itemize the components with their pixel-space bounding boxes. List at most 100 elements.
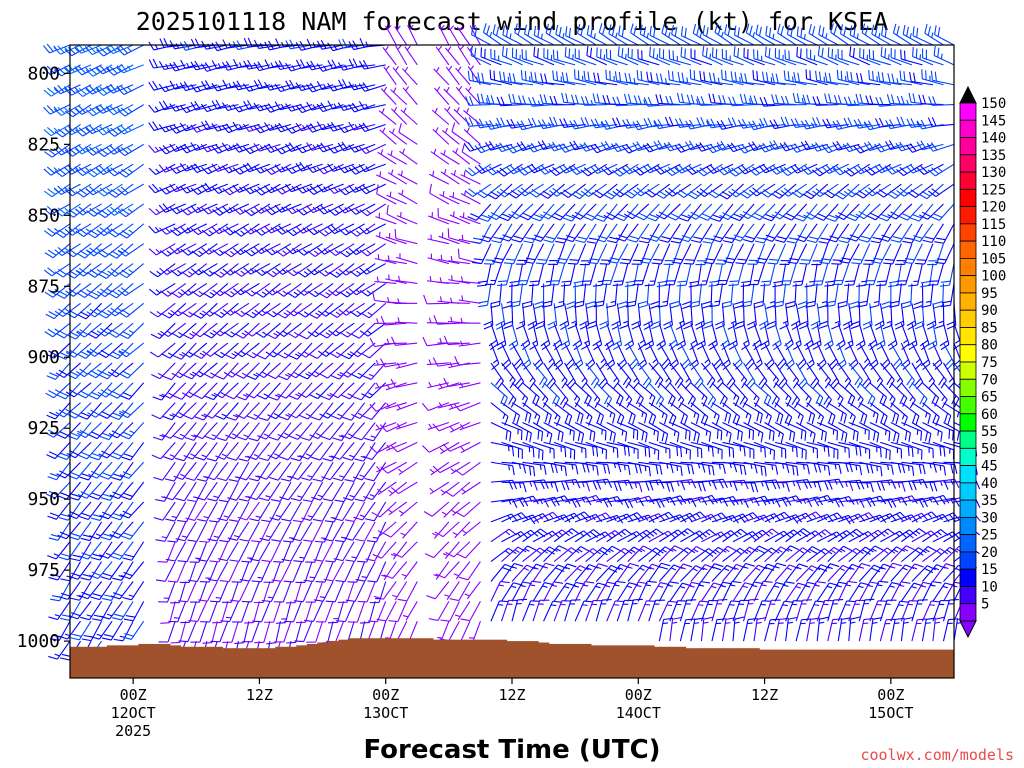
wind-barb [264, 601, 281, 623]
wind-barb [54, 203, 81, 217]
wind-barb [699, 70, 723, 86]
wind-barb [253, 581, 271, 604]
wind-barb [501, 562, 524, 582]
wind-barb [677, 71, 702, 86]
wind-barb [200, 120, 228, 131]
wind-barb [496, 183, 523, 198]
wind-barb [300, 461, 324, 481]
wind-barb [753, 600, 772, 622]
wind-barb [148, 223, 176, 234]
wind-barb [396, 402, 418, 411]
wind-barb [78, 402, 102, 420]
wind-barb [296, 243, 323, 256]
wind-barb [158, 621, 176, 643]
colorbar-label: 20 [981, 545, 998, 561]
wind-barb [706, 143, 734, 154]
wind-barb [207, 561, 229, 582]
colorbar-bottom-arrow [959, 620, 977, 639]
x-tick-label: 12Z [498, 686, 525, 704]
wind-barb [701, 461, 726, 474]
wind-barb [119, 362, 145, 379]
wind-barb [48, 601, 71, 621]
wind-barb [527, 303, 538, 330]
wind-barb [233, 223, 260, 237]
y-tick-label: 1000 [17, 631, 60, 652]
wind-barb [637, 547, 664, 563]
wind-barb [361, 382, 387, 399]
wind-barb [233, 302, 260, 318]
wind-barb [178, 621, 197, 643]
wind-barb [806, 422, 827, 442]
terrain-column [212, 646, 224, 678]
wind-barb [233, 263, 260, 277]
wind-barb [429, 461, 450, 476]
wind-barb [328, 263, 355, 278]
wind-barb [274, 143, 302, 155]
wind-barb [548, 163, 576, 177]
wind-barb [106, 64, 134, 76]
wind-barb [201, 163, 229, 175]
wind-barb [306, 263, 334, 276]
colorbar-swatch [959, 154, 977, 173]
wind-barb [227, 481, 250, 501]
wind-barb [202, 302, 229, 317]
wind-barb [438, 232, 460, 245]
wind-barb [637, 362, 652, 389]
terrain-column [822, 649, 834, 678]
wind-barb [731, 223, 755, 242]
wind-barb [548, 263, 566, 286]
wind-barb [306, 163, 334, 173]
wind-barb [385, 382, 407, 391]
wind-barb [527, 117, 555, 128]
wind-barb [317, 342, 344, 357]
wind-barb [532, 441, 555, 459]
terrain-column [696, 648, 708, 678]
wind-barb [806, 441, 830, 457]
wind-barb [401, 66, 418, 86]
wind-barb [701, 478, 728, 489]
credit-link[interactable]: coolwx.com/models [860, 746, 1014, 764]
wind-barb [639, 243, 660, 264]
wind-barb [605, 342, 616, 371]
wind-barb [252, 601, 271, 623]
wind-barb [689, 342, 699, 371]
wind-barb [159, 243, 187, 257]
wind-barb [323, 561, 345, 582]
wind-barb [627, 598, 643, 622]
wind-barb [432, 422, 460, 432]
wind-barb [779, 243, 797, 266]
wind-barb [375, 212, 397, 225]
wind-barb [615, 223, 639, 242]
wind-barb [637, 322, 647, 351]
wind-barb [658, 545, 684, 562]
wind-barb [732, 599, 750, 622]
wind-barb [148, 282, 176, 296]
wind-barb [327, 203, 355, 216]
wind-barb [148, 243, 176, 256]
wind-barb [606, 461, 631, 476]
terrain-column [538, 642, 550, 678]
wind-barb [422, 441, 450, 453]
wind-barb [44, 283, 71, 298]
wind-barb [281, 501, 302, 522]
wind-barb [234, 322, 260, 339]
wind-barb [618, 25, 639, 46]
wind-barb [486, 95, 513, 106]
wind-barb [381, 561, 397, 581]
wind-barb [753, 547, 780, 563]
wind-barb [449, 422, 471, 433]
y-tick-label: 800 [27, 63, 60, 84]
wind-barb [297, 382, 323, 398]
wind-barb [118, 223, 145, 239]
wind-barb [515, 243, 534, 265]
wind-barb [89, 442, 113, 461]
wind-barb [152, 422, 176, 441]
wind-barb [795, 422, 816, 444]
wind-barb [764, 562, 787, 582]
wind-barb [753, 422, 775, 442]
wind-barb [602, 95, 628, 106]
wind-barb [316, 81, 344, 90]
wind-barb [690, 223, 713, 244]
wind-barb [522, 402, 541, 426]
wind-barb [226, 442, 250, 461]
